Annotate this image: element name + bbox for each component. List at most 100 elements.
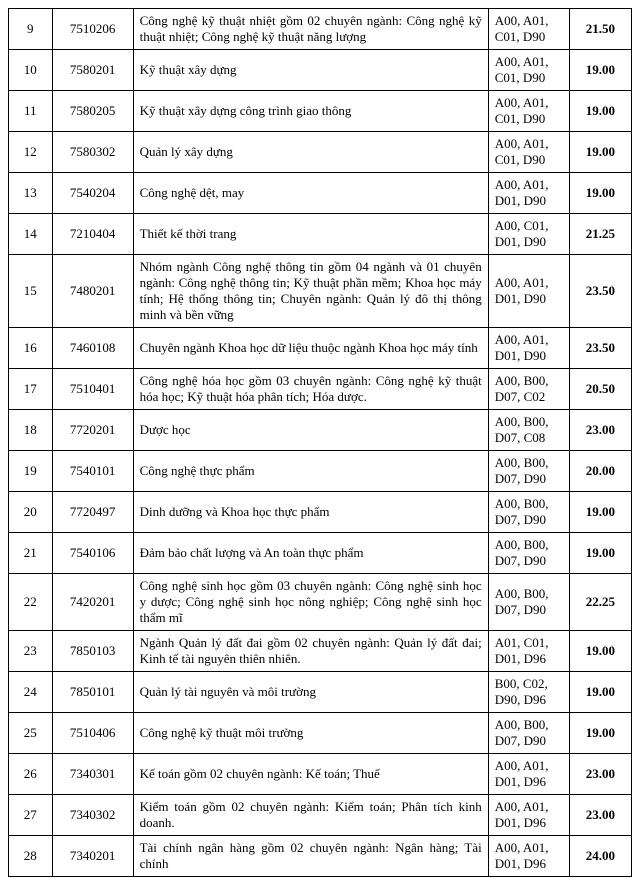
major-description: Tài chính ngân hàng gồm 02 chuyên ngành:… xyxy=(133,836,488,877)
major-description: Công nghệ thực phẩm xyxy=(133,451,488,492)
admission-score: 19.00 xyxy=(569,533,631,574)
major-code: 7480201 xyxy=(52,255,133,328)
subject-combination: A00, B00, D07, D90 xyxy=(488,492,569,533)
subject-combination: A00, B00, D07, D90 xyxy=(488,574,569,631)
subject-combination: A00, B00, D07, D90 xyxy=(488,533,569,574)
major-code: 7580302 xyxy=(52,132,133,173)
row-number: 12 xyxy=(9,132,53,173)
major-description: Chuyên ngành Khoa học dữ liệu thuộc ngàn… xyxy=(133,328,488,369)
row-number: 24 xyxy=(9,672,53,713)
major-description: Công nghệ dệt, may xyxy=(133,173,488,214)
row-number: 20 xyxy=(9,492,53,533)
row-number: 16 xyxy=(9,328,53,369)
subject-combination: A00, A01, C01, D90 xyxy=(488,9,569,50)
table-row: 167460108Chuyên ngành Khoa học dữ liệu t… xyxy=(9,328,632,369)
major-code: 7340302 xyxy=(52,795,133,836)
subject-combination: A00, B00, D07, C08 xyxy=(488,410,569,451)
table-row: 97510206Công nghệ kỹ thuật nhiệt gồm 02 … xyxy=(9,9,632,50)
row-number: 9 xyxy=(9,9,53,50)
admission-score: 19.00 xyxy=(569,492,631,533)
row-number: 14 xyxy=(9,214,53,255)
table-row: 147210404Thiết kế thời trangA00, C01, D0… xyxy=(9,214,632,255)
admission-score: 19.00 xyxy=(569,631,631,672)
subject-combination: A00, A01, D01, D96 xyxy=(488,795,569,836)
row-number: 21 xyxy=(9,533,53,574)
admission-score: 22.25 xyxy=(569,574,631,631)
major-description: Kỹ thuật xây dựng xyxy=(133,50,488,91)
admission-score: 19.00 xyxy=(569,173,631,214)
major-code: 7850101 xyxy=(52,672,133,713)
row-number: 13 xyxy=(9,173,53,214)
row-number: 18 xyxy=(9,410,53,451)
table-row: 157480201Nhóm ngành Công nghệ thông tin … xyxy=(9,255,632,328)
table-row: 237850103Ngành Quản lý đất đai gồm 02 ch… xyxy=(9,631,632,672)
table-row: 287340201Tài chính ngân hàng gồm 02 chuy… xyxy=(9,836,632,877)
table-row: 187720201Dược họcA00, B00, D07, C0823.00 xyxy=(9,410,632,451)
subject-combination: A00, A01, D01, D90 xyxy=(488,173,569,214)
row-number: 10 xyxy=(9,50,53,91)
major-description: Thiết kế thời trang xyxy=(133,214,488,255)
major-code: 7510401 xyxy=(52,369,133,410)
major-description: Đảm bảo chất lượng và An toàn thực phẩm xyxy=(133,533,488,574)
admission-score: 23.00 xyxy=(569,754,631,795)
major-description: Kỹ thuật xây dựng công trình giao thông xyxy=(133,91,488,132)
table-body: 97510206Công nghệ kỹ thuật nhiệt gồm 02 … xyxy=(9,9,632,877)
admission-score: 20.00 xyxy=(569,451,631,492)
admission-score: 19.00 xyxy=(569,713,631,754)
subject-combination: A00, A01, D01, D96 xyxy=(488,754,569,795)
row-number: 22 xyxy=(9,574,53,631)
major-code: 7850103 xyxy=(52,631,133,672)
major-description: Dinh dưỡng và Khoa học thực phẩm xyxy=(133,492,488,533)
row-number: 23 xyxy=(9,631,53,672)
admission-score: 23.50 xyxy=(569,255,631,328)
row-number: 27 xyxy=(9,795,53,836)
table-row: 107580201Kỹ thuật xây dựngA00, A01, C01,… xyxy=(9,50,632,91)
major-code: 7580201 xyxy=(52,50,133,91)
admission-score: 19.00 xyxy=(569,672,631,713)
subject-combination: A00, A01, D01, D90 xyxy=(488,255,569,328)
table-row: 257510406Công nghệ kỹ thuật môi trườngA0… xyxy=(9,713,632,754)
major-code: 7210404 xyxy=(52,214,133,255)
subject-combination: A00, A01, C01, D90 xyxy=(488,50,569,91)
subject-combination: A00, A01, C01, D90 xyxy=(488,132,569,173)
table-row: 227420201Công nghệ sinh học gồm 03 chuyê… xyxy=(9,574,632,631)
table-row: 277340302Kiểm toán gồm 02 chuyên ngành: … xyxy=(9,795,632,836)
row-number: 26 xyxy=(9,754,53,795)
major-description: Công nghệ hóa học gồm 03 chuyên ngành: C… xyxy=(133,369,488,410)
major-description: Kiểm toán gồm 02 chuyên ngành: Kiểm toán… xyxy=(133,795,488,836)
major-code: 7720497 xyxy=(52,492,133,533)
major-description: Quản lý xây dựng xyxy=(133,132,488,173)
admission-score: 19.00 xyxy=(569,50,631,91)
subject-combination: A00, C01, D01, D90 xyxy=(488,214,569,255)
major-description: Ngành Quản lý đất đai gồm 02 chuyên ngàn… xyxy=(133,631,488,672)
major-code: 7720201 xyxy=(52,410,133,451)
admission-score: 23.50 xyxy=(569,328,631,369)
subject-combination: B00, C02, D90, D96 xyxy=(488,672,569,713)
table-row: 247850101Quản lý tài nguyên và môi trườn… xyxy=(9,672,632,713)
major-code: 7540204 xyxy=(52,173,133,214)
subject-combination: A00, A01, D01, D96 xyxy=(488,836,569,877)
major-description: Công nghệ sinh học gồm 03 chuyên ngành: … xyxy=(133,574,488,631)
major-code: 7460108 xyxy=(52,328,133,369)
admissions-table: 97510206Công nghệ kỹ thuật nhiệt gồm 02 … xyxy=(8,8,632,877)
admission-score: 19.00 xyxy=(569,91,631,132)
subject-combination: A00, B00, D07, D90 xyxy=(488,713,569,754)
major-code: 7340301 xyxy=(52,754,133,795)
major-description: Quản lý tài nguyên và môi trường xyxy=(133,672,488,713)
subject-combination: A00, A01, C01, D90 xyxy=(488,91,569,132)
row-number: 15 xyxy=(9,255,53,328)
major-code: 7510406 xyxy=(52,713,133,754)
major-code: 7420201 xyxy=(52,574,133,631)
major-description: Nhóm ngành Công nghệ thông tin gồm 04 ng… xyxy=(133,255,488,328)
subject-combination: A00, B00, D07, C02 xyxy=(488,369,569,410)
admission-score: 21.50 xyxy=(569,9,631,50)
subject-combination: A01, C01, D01, D96 xyxy=(488,631,569,672)
row-number: 28 xyxy=(9,836,53,877)
row-number: 25 xyxy=(9,713,53,754)
major-description: Kế toán gồm 02 chuyên ngành: Kế toán; Th… xyxy=(133,754,488,795)
table-row: 177510401Công nghệ hóa học gồm 03 chuyên… xyxy=(9,369,632,410)
table-row: 117580205Kỹ thuật xây dựng công trình gi… xyxy=(9,91,632,132)
table-row: 217540106Đảm bảo chất lượng và An toàn t… xyxy=(9,533,632,574)
major-code: 7540106 xyxy=(52,533,133,574)
subject-combination: A00, B00, D07, D90 xyxy=(488,451,569,492)
